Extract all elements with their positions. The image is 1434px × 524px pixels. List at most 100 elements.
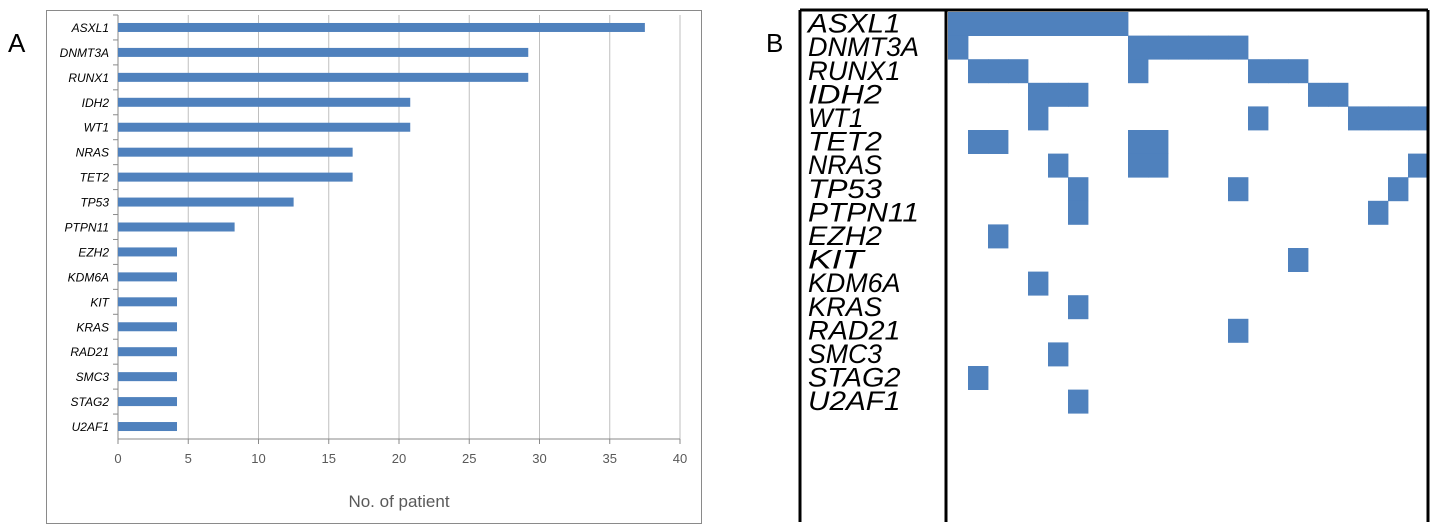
cell-asxl1	[1028, 12, 1049, 36]
cell-dnmt3a	[1188, 35, 1209, 60]
category-label: RUNX1	[68, 71, 109, 85]
cell-tp53	[1388, 177, 1409, 202]
cell-runx1	[988, 59, 1009, 84]
panel-a-label: A	[8, 28, 26, 58]
cell-runx1	[968, 59, 989, 84]
panel-b-label: B	[766, 28, 784, 58]
bar-kras	[118, 322, 178, 332]
category-label: WT1	[84, 121, 109, 135]
bar-tet2	[118, 172, 353, 182]
cell-nras	[1408, 153, 1429, 178]
bar-dnmt3a	[118, 47, 529, 57]
cell-kdm6a	[1028, 271, 1049, 296]
row-label: RUNX1	[808, 56, 901, 86]
x-tick-label: 25	[462, 451, 476, 466]
row-label: WT1	[808, 103, 864, 133]
x-tick-label: 0	[114, 451, 121, 466]
cell-wt1	[1368, 106, 1389, 131]
cell-wt1	[1408, 106, 1429, 131]
cell-wt1	[1028, 106, 1049, 131]
category-label: EZH2	[78, 245, 109, 259]
cell-runx1	[1248, 59, 1269, 84]
bar-smc3	[118, 372, 178, 382]
cell-ptpn11	[1368, 200, 1389, 225]
cell-asxl1	[1068, 12, 1089, 36]
cell-idh2	[1048, 82, 1069, 107]
cell-tp53	[1228, 177, 1249, 202]
category-label: NRAS	[76, 146, 109, 160]
row-label: ASXL1	[806, 9, 901, 39]
cell-dnmt3a	[1128, 35, 1149, 60]
row-label: EZH2	[808, 221, 882, 251]
cell-asxl1	[1048, 12, 1069, 36]
row-label: U2AF1	[808, 386, 901, 416]
cell-dnmt3a	[948, 35, 969, 60]
bar-nras	[118, 147, 353, 157]
cell-dnmt3a	[1168, 35, 1189, 60]
cell-asxl1	[1008, 12, 1029, 36]
cell-wt1	[1348, 106, 1369, 131]
x-tick-label: 30	[532, 451, 546, 466]
x-tick-label: 5	[185, 451, 192, 466]
cell-dnmt3a	[1208, 35, 1229, 60]
cell-ptpn11	[1068, 200, 1089, 225]
x-tick-label: 15	[322, 451, 336, 466]
category-label: STAG2	[71, 395, 110, 409]
row-label: NRAS	[808, 150, 882, 180]
bar-idh2	[118, 97, 411, 107]
x-tick-label: 20	[392, 451, 406, 466]
bar-rad21	[118, 347, 178, 357]
x-axis-title: No. of patient	[348, 492, 449, 511]
category-label: U2AF1	[72, 420, 109, 434]
bar-ezh2	[118, 247, 178, 257]
cell-u2af1	[1068, 389, 1089, 414]
cell-tet2	[988, 130, 1009, 154]
row-label: DNMT3A	[808, 32, 919, 62]
cell-kit	[1288, 248, 1309, 272]
cell-asxl1	[1108, 12, 1129, 36]
cell-kras	[1068, 295, 1089, 320]
cell-dnmt3a	[1228, 35, 1249, 60]
cell-wt1	[1248, 106, 1269, 131]
category-label: TET2	[80, 171, 110, 185]
cell-idh2	[1028, 82, 1049, 107]
row-label: KDM6A	[808, 268, 901, 298]
category-label: RAD21	[70, 345, 109, 359]
cell-asxl1	[968, 12, 989, 36]
x-tick-label: 10	[251, 451, 265, 466]
row-label: KIT	[808, 245, 867, 275]
cell-nras	[1048, 153, 1069, 178]
cell-runx1	[1008, 59, 1029, 84]
cell-rad21	[1228, 318, 1249, 343]
category-label: DNMT3A	[60, 46, 109, 60]
cell-runx1	[1268, 59, 1289, 84]
row-label: KRAS	[808, 292, 882, 322]
cell-tp53	[1068, 177, 1089, 202]
category-label: KRAS	[76, 320, 109, 334]
cell-runx1	[1128, 59, 1149, 84]
cell-ezh2	[988, 224, 1009, 249]
bar-kit	[118, 297, 178, 307]
cell-wt1	[1388, 106, 1409, 131]
bar-runx1	[118, 72, 529, 82]
bar-asxl1	[118, 22, 645, 32]
category-label: TP53	[80, 196, 109, 210]
row-label: TP53	[808, 174, 882, 204]
cell-asxl1	[988, 12, 1009, 36]
cell-tet2	[968, 130, 989, 154]
bar-wt1	[118, 122, 411, 132]
cell-nras	[1148, 153, 1169, 178]
row-label: RAD21	[808, 315, 901, 345]
cell-idh2	[1068, 82, 1089, 107]
cell-smc3	[1048, 342, 1069, 367]
category-label: IDH2	[82, 96, 110, 110]
bar-kdm6a	[118, 272, 178, 282]
category-label: KIT	[90, 295, 110, 309]
row-label: TET2	[808, 127, 882, 157]
category-label: PTPN11	[65, 221, 109, 235]
bar-ptpn11	[118, 222, 235, 232]
category-label: ASXL1	[71, 21, 109, 35]
cell-tet2	[1148, 130, 1169, 154]
